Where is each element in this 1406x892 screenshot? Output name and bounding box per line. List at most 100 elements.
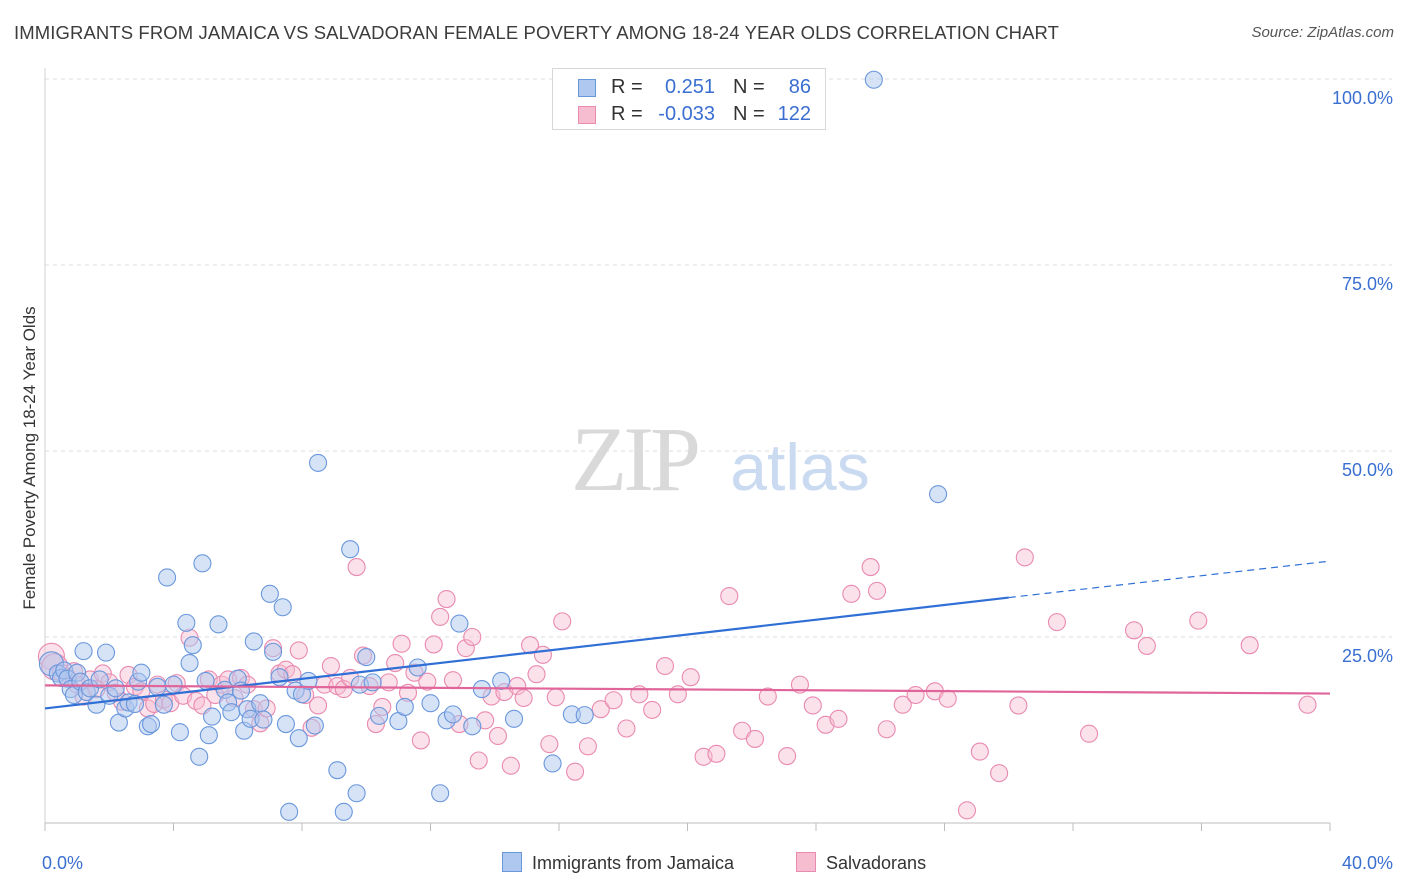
jamaica-point [164, 675, 183, 694]
watermark-zip: ZIP [571, 408, 698, 510]
jamaica-point [289, 729, 308, 748]
salvadoran-point [501, 756, 520, 775]
jamaica-point [431, 784, 450, 803]
legend-r-value: -0.033 [658, 103, 715, 125]
jamaica-point [106, 679, 125, 698]
jamaica-point [280, 802, 299, 821]
jamaica-point [90, 670, 109, 689]
jamaica-point [254, 710, 273, 729]
salvadoran-point [309, 696, 328, 715]
jamaica-point [450, 614, 469, 633]
salvadoran-point [456, 639, 475, 658]
salvadoran-point [938, 689, 957, 708]
salvadoran-point [1137, 636, 1156, 655]
salvadoran-point [803, 696, 822, 715]
legend-r-label: R = [611, 76, 643, 98]
legend-row-salvadoran: R = -0.033 N = 122 [553, 100, 825, 128]
legend-r-label: R = [611, 103, 643, 125]
legend-n-label: N = [733, 103, 765, 125]
jamaica-point [177, 613, 196, 632]
jamaica-point [222, 703, 241, 722]
x-tick-label: 40.0% [1342, 853, 1393, 873]
salvadoran-point [508, 677, 527, 696]
salvadoran-point [424, 635, 443, 654]
jamaica-point [209, 615, 228, 634]
watermark-atlas: atlas [730, 430, 869, 504]
salvadoran-point [1009, 696, 1028, 715]
jamaica-point [421, 694, 440, 713]
salvadoran-point [463, 627, 482, 647]
jamaica-point [260, 584, 279, 603]
salvadoran-point [392, 634, 411, 653]
salvadoran-point [877, 720, 896, 739]
jamaica-point [74, 642, 93, 661]
jamaica-point [276, 714, 295, 734]
jamaica-point [199, 726, 218, 745]
jamaica-point [929, 485, 948, 504]
jamaica-point [309, 453, 328, 472]
salvadoran-point [1080, 724, 1099, 743]
salvadoran-point [990, 764, 1009, 783]
jamaica-point [492, 671, 511, 690]
salvadoran-point [347, 558, 366, 577]
jamaica-trend-extension [1008, 560, 1331, 599]
salvadoran-trend-line [44, 684, 1331, 695]
x-tick-label: 0.0% [42, 853, 83, 873]
legend-r-value: 0.251 [664, 76, 715, 98]
jamaica-point [132, 663, 151, 682]
legend-row-jamaica: R = 0.251 N = 86 [553, 73, 825, 101]
jamaica-point [158, 568, 177, 587]
jamaica-point [395, 697, 414, 716]
jamaica-point [463, 717, 482, 736]
correlation-legend: R = 0.251 N = 86 R = -0.033 N = 122 [552, 68, 826, 130]
salvadoran-point [411, 731, 430, 750]
jamaica-point [370, 706, 389, 725]
jamaica-point [347, 784, 366, 803]
gridlines [45, 78, 1392, 638]
jamaica-point [504, 709, 524, 728]
bottom-swatch-jamaica [502, 852, 522, 872]
legend-n-value: 86 [788, 76, 811, 98]
salvadoran-point [578, 737, 597, 756]
salvadoran-point [1298, 695, 1317, 714]
salvadoran-point [893, 695, 912, 714]
watermark: ZIP atlas [571, 408, 870, 510]
jamaica-point [264, 642, 283, 661]
salvadoran-point [289, 641, 308, 660]
jamaica-point [575, 706, 594, 725]
bottom-legend-jamaica: Immigrants from Jamaica [502, 852, 734, 874]
jamaica-point [443, 705, 463, 724]
salvadoran-point [591, 700, 610, 719]
salvadoran-point [655, 656, 675, 676]
jamaica-point [180, 653, 199, 673]
salvadoran-point [437, 590, 456, 609]
jamaica-point [328, 761, 347, 780]
salvadoran-point [867, 581, 887, 600]
salvadoran-point [533, 645, 552, 664]
jamaica-point [87, 695, 106, 714]
bottom-legend-salvadoran: Salvadorans [796, 852, 926, 874]
salvadoran-point [829, 709, 848, 728]
salvadoran-point [321, 656, 340, 676]
salvadoran-point [418, 672, 437, 691]
salvadoran-point [431, 607, 450, 626]
jamaica-point [273, 598, 292, 617]
bottom-legend-jamaica-label: Immigrants from Jamaica [532, 853, 735, 873]
salvadoran-point [681, 668, 700, 687]
y-tick-label: 100.0% [1332, 88, 1393, 108]
salvadoran-point [758, 687, 777, 706]
salvadoran-point [546, 688, 565, 707]
salvadoran-point [906, 685, 925, 705]
jamaica-point [341, 540, 360, 559]
salvadoran-point [745, 729, 765, 748]
salvadoran-point [720, 587, 739, 606]
salvadoran-point [514, 688, 533, 708]
chart-title: IMMIGRANTS FROM JAMAICA VS SALVADORAN FE… [14, 22, 1060, 43]
jamaica-point [183, 636, 202, 655]
jamaica-point [125, 694, 144, 714]
salvadoran-point [1015, 548, 1034, 567]
legend-swatch-salvadoran [578, 106, 596, 124]
salvadoran-point [469, 751, 488, 770]
salvadoran-point [778, 746, 797, 766]
